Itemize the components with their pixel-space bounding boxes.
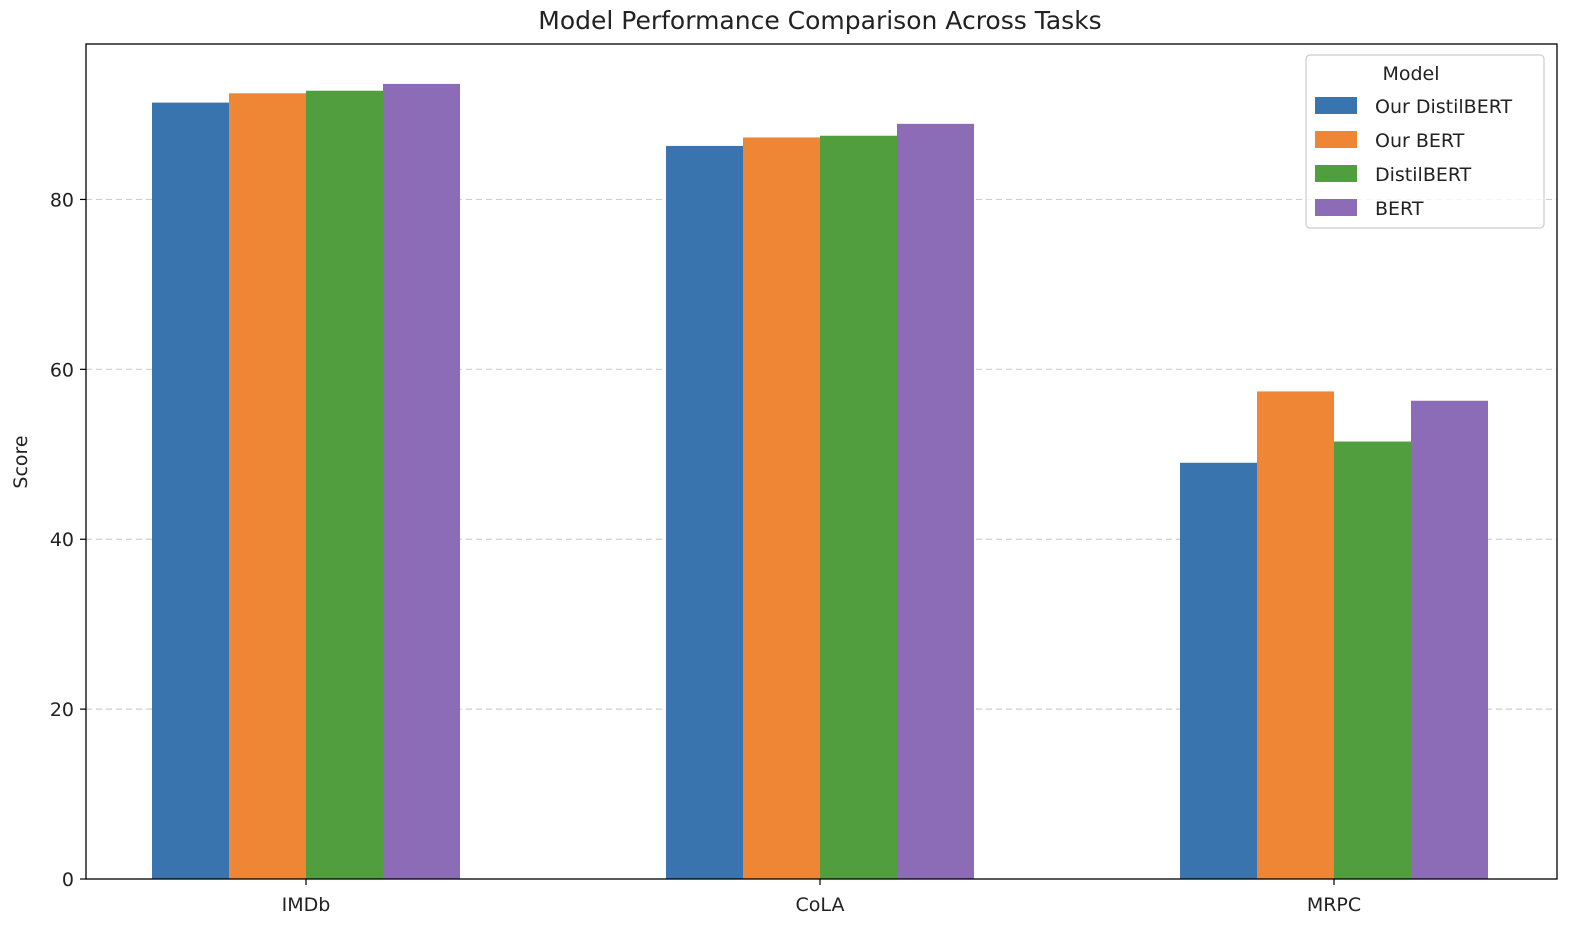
bar-our-bert-imdb xyxy=(229,93,306,879)
y-tick-label: 40 xyxy=(50,529,74,551)
bar-our-distilbert-cola xyxy=(666,145,743,879)
bar-bert-mrpc xyxy=(1411,400,1488,879)
legend-label: Our BERT xyxy=(1375,130,1465,152)
y-axis-label: Score xyxy=(10,435,32,488)
legend-title: Model xyxy=(1382,63,1439,85)
bar-distilbert-cola xyxy=(820,135,897,880)
bar-our-bert-cola xyxy=(743,137,820,879)
bar-bert-imdb xyxy=(383,83,460,879)
legend-label: BERT xyxy=(1375,198,1424,220)
legend-swatch xyxy=(1315,165,1357,182)
y-tick-label: 0 xyxy=(62,869,74,891)
bar-our-bert-mrpc xyxy=(1257,391,1334,879)
legend-swatch xyxy=(1315,131,1357,148)
legend-label: DistilBERT xyxy=(1375,164,1472,186)
legend-swatch xyxy=(1315,97,1357,114)
bar-distilbert-mrpc xyxy=(1334,441,1411,879)
plot-frame xyxy=(85,43,1558,880)
y-tick-label: 20 xyxy=(50,699,74,721)
y-tick-label: 60 xyxy=(50,359,74,381)
chart-title: Model Performance Comparison Across Task… xyxy=(538,6,1101,35)
bar-distilbert-imdb xyxy=(306,90,383,879)
bar-our-distilbert-imdb xyxy=(152,102,229,880)
y-tick-label: 80 xyxy=(50,189,74,211)
x-tick-label: IMDb xyxy=(282,894,331,916)
legend-label: Our DistilBERT xyxy=(1375,96,1513,118)
legend-swatch xyxy=(1315,199,1357,216)
bars xyxy=(152,83,1488,880)
x-tick-label: MRPC xyxy=(1307,894,1361,916)
axes: 0 20 40 60 80 IMDb CoLA MRPC xyxy=(50,43,1558,916)
bar-our-distilbert-mrpc xyxy=(1180,462,1257,879)
x-tick-label: CoLA xyxy=(796,894,845,916)
legend-box xyxy=(1305,54,1545,229)
legend: Model Our DistilBERT Our BERT DistilBERT BER… xyxy=(1305,54,1545,229)
bar-bert-cola xyxy=(897,123,974,879)
